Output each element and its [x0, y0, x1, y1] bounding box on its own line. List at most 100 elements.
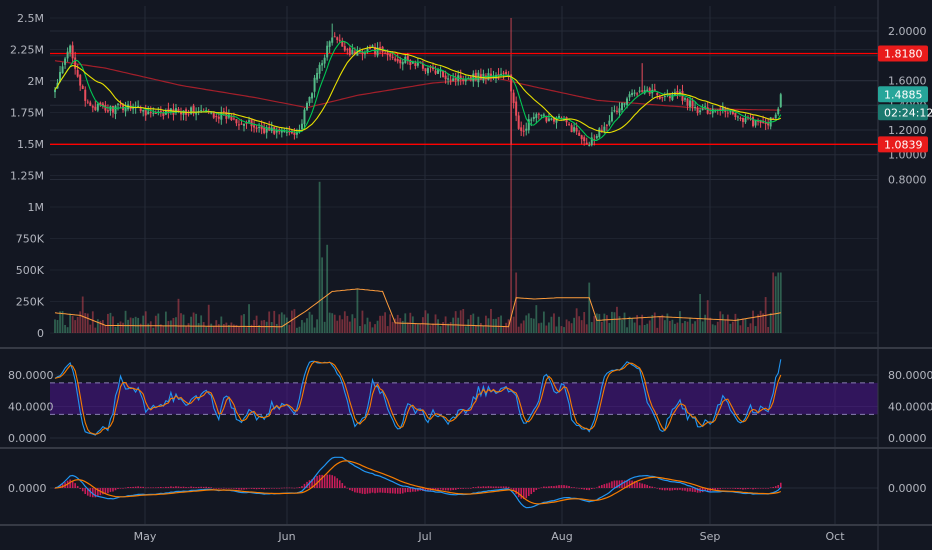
candle-body — [691, 100, 694, 107]
histogram-bar — [598, 485, 601, 488]
histogram-bar — [122, 488, 124, 489]
histogram-bar — [306, 481, 308, 488]
volume-bar — [101, 320, 104, 333]
candle-body — [316, 72, 319, 80]
volume-bar — [280, 312, 283, 333]
stoch-tick-label-left: 0.0000 — [8, 432, 47, 445]
volume-bar — [419, 323, 422, 333]
volume-bar — [96, 319, 99, 333]
volume-bar — [744, 319, 747, 333]
volume-bar — [721, 314, 724, 333]
candle-body — [321, 63, 324, 66]
stochastic-panel[interactable] — [50, 359, 878, 436]
histogram-bar — [333, 476, 336, 488]
volume-bar — [767, 326, 770, 333]
candle-body — [180, 112, 182, 115]
candle-body — [550, 118, 553, 120]
signal-line — [54, 460, 782, 505]
candle-body — [237, 124, 240, 126]
candle-body — [104, 104, 107, 111]
volume-bar — [668, 320, 671, 333]
volume-bar — [348, 321, 351, 333]
candle-body — [444, 75, 447, 80]
candle-body — [525, 128, 528, 131]
candle-body — [704, 106, 707, 108]
candle-body — [243, 123, 245, 126]
volume-bar — [369, 321, 371, 333]
volume-bar — [124, 310, 127, 333]
histogram-bar — [727, 488, 729, 489]
candle-body — [537, 113, 540, 115]
histogram-bar — [379, 488, 381, 493]
volume-bar — [505, 322, 507, 333]
histogram-bar — [669, 488, 671, 491]
histogram-bar — [739, 488, 742, 490]
candle-body — [426, 68, 429, 74]
volume-bar — [762, 313, 765, 333]
candle-body — [338, 39, 341, 41]
candle-body — [328, 41, 331, 47]
histogram-bar — [275, 488, 278, 489]
candle-body — [174, 108, 177, 114]
volume-bar — [316, 319, 318, 333]
volume-bar — [605, 315, 608, 333]
volume-bar — [190, 316, 192, 333]
candle-body — [147, 111, 150, 115]
volume-bar — [585, 324, 588, 333]
candle-body — [568, 123, 571, 125]
volume-bar — [333, 314, 336, 333]
volume-bar — [356, 288, 359, 333]
histogram-bar — [223, 487, 225, 489]
volume-bar — [225, 322, 228, 333]
volume-bar — [696, 318, 699, 333]
volume-bar — [772, 272, 775, 333]
histogram-bar — [61, 483, 64, 488]
candle-body — [406, 55, 409, 61]
candle-body — [681, 90, 684, 101]
candle-body — [623, 103, 626, 105]
volume-tick-label: 1.5M — [17, 138, 44, 151]
histogram-bar — [268, 488, 270, 489]
volume-bar — [114, 326, 117, 333]
histogram-bar — [351, 488, 354, 492]
price-panel[interactable] — [50, 18, 878, 333]
histogram-bar — [434, 488, 437, 491]
histogram-bar — [691, 488, 694, 492]
candle-body — [731, 110, 734, 115]
volume-bar — [268, 311, 271, 333]
macd-panel[interactable] — [54, 456, 782, 509]
candle-body — [371, 45, 374, 47]
histogram-bar — [119, 488, 122, 489]
candle-body — [220, 112, 223, 120]
histogram-bar — [185, 487, 187, 488]
volume-bar — [364, 324, 366, 333]
histogram-bar — [538, 488, 540, 489]
volume-bar — [636, 315, 639, 333]
histogram-bar — [371, 488, 374, 493]
histogram-bar — [79, 488, 81, 489]
candle-body — [452, 78, 455, 82]
candle-body — [714, 110, 717, 112]
histogram-bar — [568, 486, 570, 488]
volume-bar — [726, 314, 729, 333]
histogram-bar — [417, 488, 419, 492]
histogram-bar — [470, 487, 472, 489]
candle-body — [432, 67, 434, 70]
candle-body — [341, 40, 344, 47]
candle-body — [295, 131, 298, 135]
candle-body — [409, 59, 412, 65]
histogram-bar — [427, 488, 429, 491]
histogram-bar — [296, 487, 298, 489]
histogram-bar — [112, 488, 114, 492]
volume-bar — [361, 310, 364, 333]
volume-bar — [520, 323, 523, 333]
histogram-bar — [129, 487, 132, 488]
histogram-bar — [190, 486, 192, 488]
volume-bar — [175, 317, 177, 333]
level-tag-lower-bg — [878, 136, 928, 153]
candle-body — [462, 78, 465, 82]
volume-bar — [79, 311, 82, 333]
histogram-bar — [94, 488, 97, 498]
